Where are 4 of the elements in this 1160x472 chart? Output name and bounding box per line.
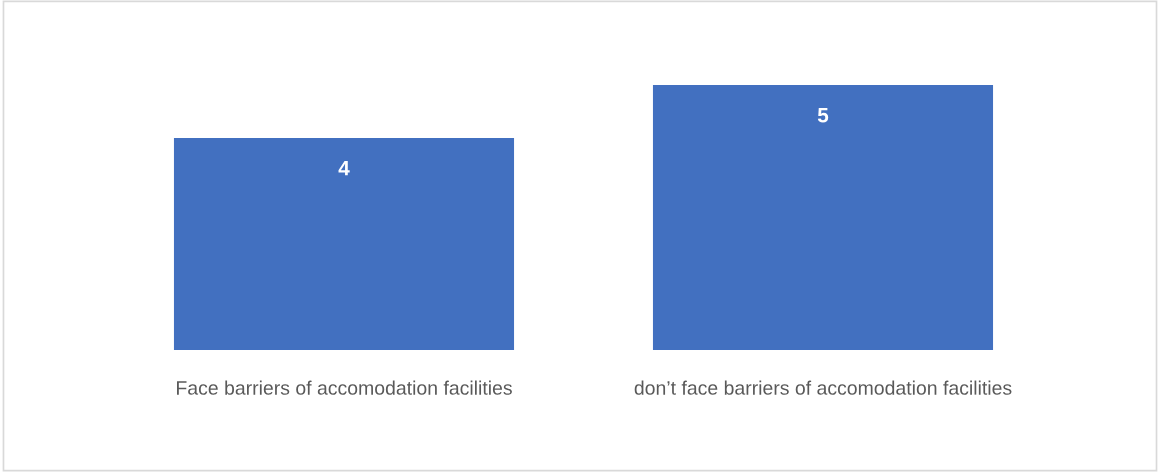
data-label: 5	[817, 108, 829, 123]
x-tick-label: don’t face barriers of accomodation facilities	[634, 380, 1012, 395]
x-tick-label: Face barriers of accomodation facilities	[177, 380, 512, 395]
data-label: 4	[338, 161, 350, 176]
